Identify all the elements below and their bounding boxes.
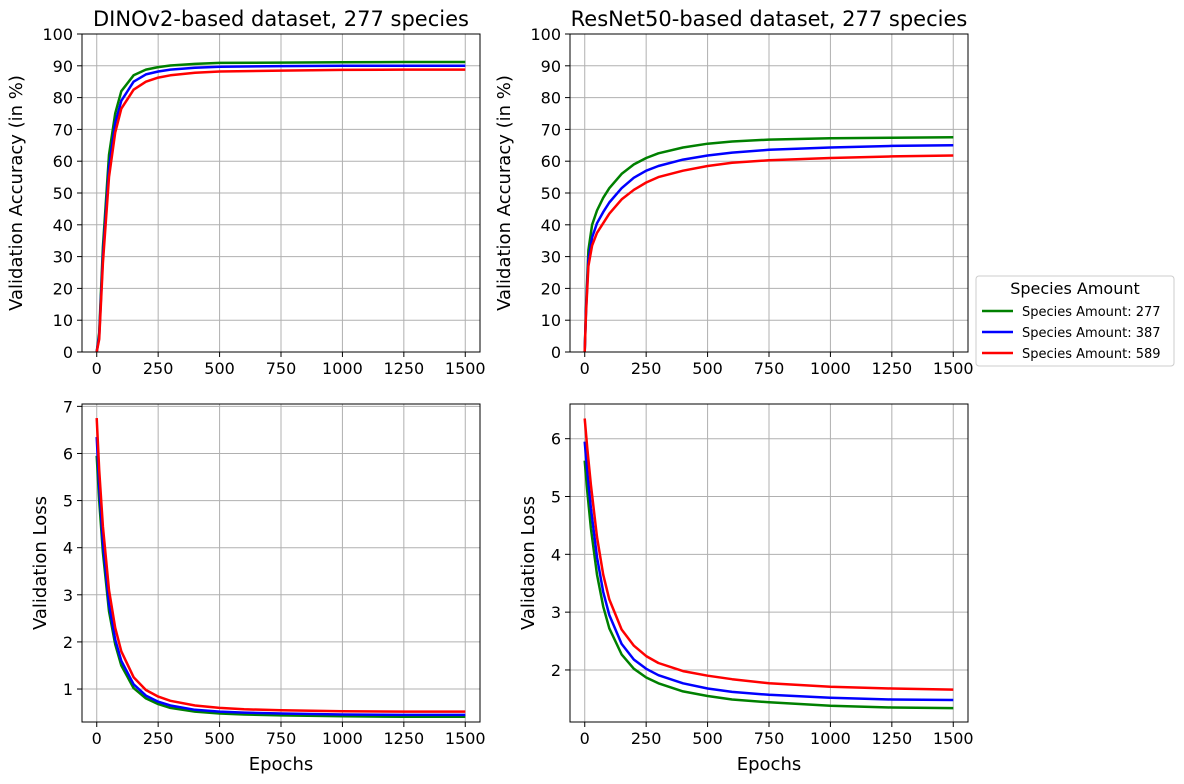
loss-resnet50-panel: 0 250 500 750 1000 1250 1500 2 3 4 5 6 Epochs Validat… xyxy=(518,403,974,775)
accuracy-resnet50-xtick-label: 0 xyxy=(580,359,590,378)
accuracy-resnet50-ytick-label: 30 xyxy=(541,248,561,267)
loss-dinov2-xtick-label: 1000 xyxy=(322,729,363,748)
loss-dinov2-ytick-label: 1 xyxy=(63,680,73,699)
accuracy-dinov2-title: DINOv2-based dataset, 277 species xyxy=(93,7,469,31)
loss-dinov2-xtick-label: 750 xyxy=(266,729,297,748)
loss-resnet50-ylabel: Validation Loss xyxy=(518,496,539,630)
accuracy-dinov2-xtick-label: 1500 xyxy=(445,359,486,378)
loss-resnet50-xlabel: Epochs xyxy=(737,754,802,775)
loss-resnet50-ytick-label: 6 xyxy=(551,430,561,449)
loss-dinov2-ytick-label: 3 xyxy=(63,586,73,605)
accuracy-dinov2-panel: 0 250 500 750 1000 1250 1500 0 10 20 30 40 50 60 70 80 9… xyxy=(6,7,486,378)
loss-dinov2-xtick-label: 250 xyxy=(143,729,174,748)
accuracy-dinov2-xtick-label: 750 xyxy=(266,359,297,378)
legend-label-277: Species Amount: 277 xyxy=(1022,305,1161,320)
accuracy-dinov2-ylabel: Validation Accuracy (in %) xyxy=(6,75,27,311)
accuracy-dinov2-ytick-label: 60 xyxy=(53,152,73,171)
loss-resnet50-xtick-label: 0 xyxy=(580,729,590,748)
loss-dinov2-ytick-label: 5 xyxy=(63,492,73,511)
accuracy-resnet50-ytick-label: 0 xyxy=(551,343,561,362)
legend-label-387: Species Amount: 387 xyxy=(1022,326,1161,341)
loss-dinov2-ytick-label: 4 xyxy=(63,539,73,558)
accuracy-dinov2-series-line-589 xyxy=(95,68,466,352)
loss-resnet50-ytick-label: 3 xyxy=(551,603,561,622)
accuracy-dinov2-xtick-label: 500 xyxy=(204,359,235,378)
loss-dinov2-ytick-label: 2 xyxy=(63,633,73,652)
accuracy-resnet50-xtick-label: 1250 xyxy=(871,359,912,378)
loss-resnet50-ytick-label: 2 xyxy=(551,661,561,680)
accuracy-resnet50-series-line-277 xyxy=(583,136,954,352)
accuracy-resnet50-xtick-label: 500 xyxy=(692,359,723,378)
accuracy-resnet50-ytick-label: 60 xyxy=(541,152,561,171)
loss-resnet50-series-line-387 xyxy=(583,441,954,702)
accuracy-dinov2-ytick-label: 90 xyxy=(53,57,73,76)
loss-dinov2-xtick-label: 1250 xyxy=(383,729,424,748)
accuracy-resnet50-ytick-label: 100 xyxy=(530,25,561,44)
accuracy-resnet50-ytick-label: 70 xyxy=(541,120,561,139)
loss-dinov2-xtick-label: 500 xyxy=(204,729,235,748)
accuracy-dinov2-xtick-label: 0 xyxy=(92,359,102,378)
accuracy-dinov2-ytick-label: 70 xyxy=(53,120,73,139)
legend-frame xyxy=(975,275,1175,367)
accuracy-resnet50-panel: 0 250 500 750 1000 1250 1500 0 10 20 30 40 50 60 70 80 9… xyxy=(494,7,974,378)
accuracy-resnet50-ytick-label: 80 xyxy=(541,89,561,108)
accuracy-resnet50-xtick-label: 250 xyxy=(631,359,662,378)
loss-dinov2-ylabel: Validation Loss xyxy=(30,496,51,630)
legend: Species Amount Species Amount: 277 Speci… xyxy=(975,275,1175,367)
accuracy-resnet50-ylabel: Validation Accuracy (in %) xyxy=(494,75,515,311)
accuracy-dinov2-xtick-label: 1000 xyxy=(322,359,363,378)
loss-dinov2-xtick-label: 0 xyxy=(92,729,102,748)
loss-dinov2-ytick-label: 6 xyxy=(63,444,73,463)
accuracy-dinov2-ytick-label: 20 xyxy=(53,279,73,298)
accuracy-dinov2-ytick-label: 50 xyxy=(53,184,73,203)
accuracy-resnet50-ytick-label: 10 xyxy=(541,311,561,330)
loss-resnet50-xtick-label: 1250 xyxy=(871,729,912,748)
accuracy-dinov2-ytick-label: 30 xyxy=(53,248,73,267)
loss-dinov2-series-line-589 xyxy=(95,418,466,713)
loss-resnet50-xtick-label: 750 xyxy=(754,729,785,748)
legend-label-589: Species Amount: 589 xyxy=(1022,347,1161,362)
loss-resnet50-xtick-label: 500 xyxy=(692,729,723,748)
loss-resnet50-series-line-277 xyxy=(583,460,954,710)
accuracy-resnet50-ytick-label: 90 xyxy=(541,57,561,76)
accuracy-dinov2-ytick-label: 10 xyxy=(53,311,73,330)
legend-title: Species Amount xyxy=(1010,279,1140,298)
loss-dinov2-xlabel: Epochs xyxy=(249,754,314,775)
accuracy-resnet50-ytick-label: 50 xyxy=(541,184,561,203)
loss-resnet50-series-line-589 xyxy=(583,418,954,691)
accuracy-resnet50-series-line-387 xyxy=(583,144,954,352)
loss-dinov2-ytick-label: 7 xyxy=(63,397,73,416)
accuracy-dinov2-xtick-label: 1250 xyxy=(383,359,424,378)
accuracy-resnet50-ytick-label: 40 xyxy=(541,216,561,235)
accuracy-dinov2-ytick-label: 0 xyxy=(63,343,73,362)
accuracy-dinov2-ytick-label: 80 xyxy=(53,89,73,108)
loss-dinov2-panel: 0 250 500 750 1000 1250 1500 1 2 3 4 5 6 7 Epochs Valid… xyxy=(30,397,486,775)
accuracy-dinov2-xtick-label: 250 xyxy=(143,359,174,378)
loss-resnet50-xtick-label: 1500 xyxy=(933,729,974,748)
loss-resnet50-xtick-label: 1000 xyxy=(810,729,851,748)
accuracy-resnet50-series-line-589 xyxy=(583,154,954,352)
accuracy-resnet50-xtick-label: 750 xyxy=(754,359,785,378)
accuracy-resnet50-ytick-label: 20 xyxy=(541,279,561,298)
accuracy-dinov2-ytick-label: 40 xyxy=(53,216,73,235)
loss-dinov2-series-line-387 xyxy=(95,436,466,717)
loss-resnet50-ytick-label: 5 xyxy=(551,488,561,507)
loss-resnet50-xtick-label: 250 xyxy=(631,729,662,748)
accuracy-resnet50-title: ResNet50-based dataset, 277 species xyxy=(571,7,968,31)
loss-resnet50-ytick-label: 4 xyxy=(551,545,561,564)
loss-dinov2-xtick-label: 1500 xyxy=(445,729,486,748)
accuracy-resnet50-xtick-label: 1500 xyxy=(933,359,974,378)
accuracy-dinov2-ytick-label: 100 xyxy=(42,25,73,44)
accuracy-resnet50-xtick-label: 1000 xyxy=(810,359,851,378)
